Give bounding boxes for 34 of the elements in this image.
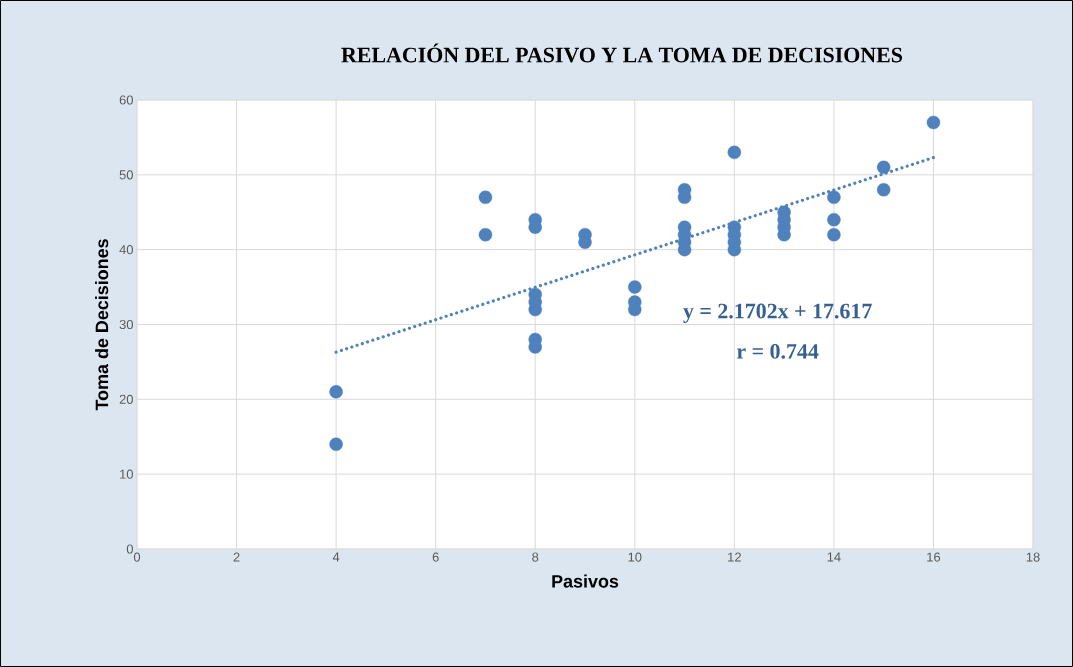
x-tick-label: 4 <box>332 552 340 562</box>
annotation: y = 2.1702x + 17.617 <box>683 303 872 323</box>
x-tick-label: 14 <box>827 552 841 562</box>
point <box>478 227 493 242</box>
point <box>876 183 891 197</box>
annotation: r = 0.744 <box>737 343 819 359</box>
y-tick-label: 0 <box>126 544 133 554</box>
point <box>926 115 941 130</box>
y-tick-label: 40 <box>119 245 133 255</box>
point <box>478 190 493 204</box>
x-tick-label: 8 <box>532 552 539 562</box>
point <box>827 213 841 227</box>
x-axis-title: Pasivos <box>552 574 619 588</box>
x-tick-label: 18 <box>1026 552 1040 562</box>
x-tick-label: 6 <box>432 552 439 562</box>
y-tick-label: 10 <box>120 469 133 479</box>
point <box>329 437 343 451</box>
point <box>876 160 891 175</box>
point <box>329 385 343 399</box>
chart-title: RELACIÓN DEL PASIVO Y LA TOMA DE DECISIONES <box>341 43 903 63</box>
x-tick-label: 12 <box>728 552 741 562</box>
x-tick-label: 16 <box>927 552 941 562</box>
point <box>827 190 841 204</box>
y-tick-label: 20 <box>119 394 133 404</box>
point <box>727 145 742 160</box>
y-tick-label: 50 <box>119 170 133 180</box>
point <box>628 280 642 294</box>
y-axis-title: Toma de Decisiones <box>95 239 109 411</box>
x-tick-label: 0 <box>133 552 141 562</box>
x-tick-label: 10 <box>628 552 642 562</box>
point <box>827 227 841 242</box>
x-tick-label: 2 <box>233 552 240 562</box>
y-tick-label: 60 <box>119 95 133 105</box>
y-tick-label: 30 <box>119 319 133 330</box>
